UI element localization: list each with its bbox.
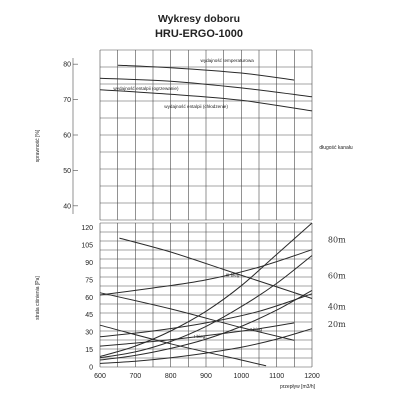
bottom-series-line-1 — [99, 292, 295, 341]
x-tick-label: 1100 — [269, 373, 284, 380]
top-series-line-0 — [117, 64, 295, 81]
x-tick-label: 700 — [129, 373, 141, 380]
chart-subtitle: HRU-ERGO-1000 — [155, 28, 243, 40]
duct-length-label: 40m — [328, 303, 346, 312]
legend-title: długość kanału — [319, 145, 353, 151]
bottom-y-tick-label: 120 — [81, 225, 93, 232]
chart-title: Wykresy doboru — [158, 13, 240, 25]
bottom-y-tick-label: 105 — [81, 243, 93, 250]
x-tick-label: 800 — [165, 373, 177, 380]
bottom-y-tick-label: 45 — [85, 312, 93, 319]
bottom-series-line-7 — [99, 249, 313, 296]
x-tick-label: 600 — [94, 373, 106, 380]
bottom-y-tick-label: 15 — [85, 347, 93, 354]
bottom-series-line-2 — [99, 324, 267, 367]
bottom-y-tick-label: 90 — [85, 260, 93, 267]
x-tick-label: 900 — [200, 373, 212, 380]
bottom-series-line-6 — [99, 328, 313, 364]
top-y-tick-label: 40 — [63, 203, 71, 210]
duct-length-label: 60m — [328, 271, 346, 280]
top-y-tick-label: 60 — [63, 133, 71, 140]
x-tick-label: 1000 — [234, 373, 250, 380]
bottom-series-label: III bieg — [226, 272, 240, 277]
top-y-tick-label: 70 — [63, 97, 71, 104]
bottom-series-line-9 — [99, 322, 295, 347]
duct-length-label: 80m — [328, 235, 346, 244]
duct-length-label: 20m — [328, 320, 346, 329]
grid — [72, 49, 313, 368]
bottom-series-label: II bieg — [250, 327, 263, 332]
top-series-label: wydajność entalpii (chłodzenie) — [164, 104, 228, 109]
bottom-y-tick-label: 0 — [89, 365, 93, 372]
bottom-y-tick-label: 60 — [85, 295, 93, 302]
bottom-series-line-5 — [99, 289, 313, 361]
bottom-series-line-4 — [99, 255, 313, 359]
bottom-y-axis-label: strata ciśnienia [Pa] — [35, 276, 41, 320]
top-y-tick-label: 80 — [63, 62, 71, 69]
top-y-axis-label: sprawność [%] — [35, 129, 41, 162]
top-series-label: wydajność temperaturowa — [201, 58, 255, 63]
x-axis-label: przepływ [m3/h] — [280, 384, 316, 390]
curves — [99, 64, 313, 367]
top-y-tick-label: 50 — [63, 168, 71, 175]
bottom-series-line-0 — [119, 237, 313, 299]
top-series-line-2 — [99, 89, 313, 112]
top-series-label: wydajność entalpii (ogrzewanie) — [113, 86, 179, 91]
bottom-series-line-3 — [99, 222, 313, 357]
bottom-series-line-8 — [99, 293, 313, 338]
top-series-line-1 — [99, 77, 313, 98]
bottom-y-tick-label: 75 — [85, 277, 93, 284]
x-tick-label: 1200 — [304, 373, 320, 380]
bottom-series-label: I bieg — [194, 334, 206, 339]
bottom-y-tick-label: 30 — [85, 330, 93, 337]
